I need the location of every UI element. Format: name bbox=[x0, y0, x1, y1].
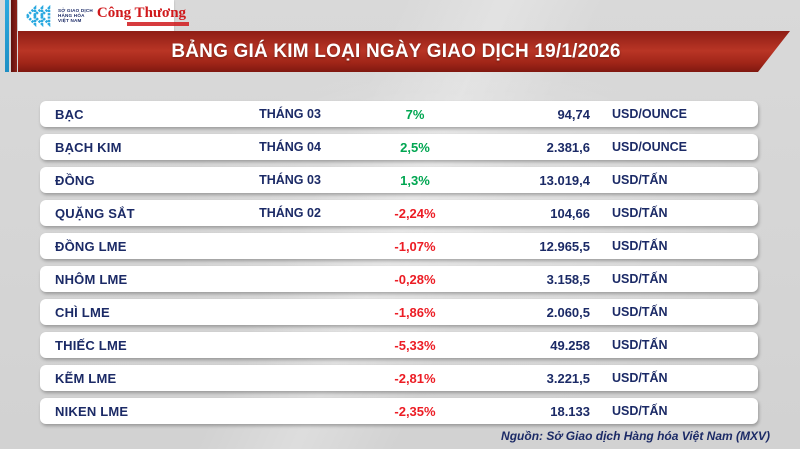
price-unit: USD/TẤN bbox=[612, 206, 668, 220]
percent-change: -2,35% bbox=[394, 403, 436, 419]
source-note: Nguồn: Sở Giao dịch Hàng hóa Việt Nam (M… bbox=[501, 429, 770, 443]
commodity-name: QUẶNG SẮT bbox=[55, 205, 135, 221]
price-value: 2.381,6 bbox=[546, 139, 590, 155]
commodity-name: THIẾC LME bbox=[55, 337, 127, 353]
percent-change: -1,07% bbox=[394, 238, 436, 254]
price-value: 13.019,4 bbox=[539, 172, 590, 188]
table-row: QUẶNG SẮT THÁNG 02 -2,24% 104,66 USD/TẤN bbox=[40, 200, 758, 226]
price-value: 94,74 bbox=[557, 106, 590, 122]
percent-change: -1,86% bbox=[394, 304, 436, 320]
congthuong-logo: Công Thương bbox=[96, 4, 189, 26]
congthuong-logo-bar bbox=[126, 21, 189, 26]
price-value: 18.133 bbox=[550, 403, 590, 419]
price-unit: USD/TẤN bbox=[612, 272, 668, 286]
commodity-name: BẠCH KIM bbox=[55, 139, 122, 155]
table-row: ĐỒNG LME -1,07% 12.965,5 USD/TẤN bbox=[40, 233, 758, 259]
commodity-name: KẼM LME bbox=[55, 370, 117, 386]
table-row: BẠC THÁNG 03 7% 94,74 USD/OUNCE bbox=[40, 101, 758, 127]
contract-month: THÁNG 02 bbox=[259, 206, 321, 220]
congthuong-logo-text: Công Thương bbox=[96, 4, 187, 21]
price-unit: USD/OUNCE bbox=[612, 140, 688, 154]
commodity-name: ĐỒNG bbox=[55, 172, 95, 188]
mxv-logo-text: SỞ GIAO DỊCH HÀNG HÓA VIỆT NAM bbox=[58, 7, 93, 24]
percent-change: -0,28% bbox=[394, 271, 436, 287]
percent-change: 7% bbox=[405, 106, 425, 122]
table-row: KẼM LME -2,81% 3.221,5 USD/TẤN bbox=[40, 365, 758, 391]
percent-change: 2,5% bbox=[400, 139, 430, 155]
price-unit: USD/TẤN bbox=[612, 371, 668, 385]
commodity-name: BẠC bbox=[55, 106, 84, 122]
price-value: 12.965,5 bbox=[539, 238, 590, 254]
percent-change: -5,33% bbox=[394, 337, 436, 353]
table-row: NHÔM LME -0,28% 3.158,5 USD/TẤN bbox=[40, 266, 758, 292]
mxv-logo-icon bbox=[25, 4, 51, 27]
price-table: BẠC THÁNG 03 7% 94,74 USD/OUNCE BẠCH KIM… bbox=[40, 101, 758, 431]
price-unit: USD/TẤN bbox=[612, 239, 668, 253]
price-unit: USD/TẤN bbox=[612, 338, 668, 352]
price-unit: USD/TẤN bbox=[612, 404, 668, 418]
price-unit: USD/TẤN bbox=[612, 305, 668, 319]
commodity-name: NIKEN LME bbox=[55, 403, 129, 419]
price-value: 104,66 bbox=[550, 205, 590, 221]
left-accent-stripe-maroon bbox=[11, 0, 17, 72]
percent-change: 1,3% bbox=[400, 172, 430, 188]
commodity-name: CHÌ LME bbox=[55, 304, 110, 320]
percent-change: -2,24% bbox=[394, 205, 436, 221]
percent-change: -2,81% bbox=[394, 370, 436, 386]
title-banner: BẢNG GIÁ KIM LOẠI NGÀY GIAO DỊCH 19/1/20… bbox=[18, 31, 790, 72]
contract-month: THÁNG 04 bbox=[259, 140, 321, 154]
commodity-name: NHÔM LME bbox=[55, 271, 128, 287]
contract-month: THÁNG 03 bbox=[259, 173, 321, 187]
price-unit: USD/OUNCE bbox=[612, 107, 688, 121]
table-row: BẠCH KIM THÁNG 04 2,5% 2.381,6 USD/OUNCE bbox=[40, 134, 758, 160]
price-value: 3.158,5 bbox=[546, 271, 590, 287]
price-value: 49.258 bbox=[550, 337, 590, 353]
table-row: THIẾC LME -5,33% 49.258 USD/TẤN bbox=[40, 332, 758, 358]
table-row: NIKEN LME -2,35% 18.133 USD/TẤN bbox=[40, 398, 758, 424]
commodity-name: ĐỒNG LME bbox=[55, 238, 127, 254]
left-accent-stripe-cyan bbox=[5, 0, 9, 72]
contract-month: THÁNG 03 bbox=[259, 107, 321, 121]
price-value: 2.060,5 bbox=[546, 304, 590, 320]
price-unit: USD/TẤN bbox=[612, 173, 668, 187]
logo-bar: SỞ GIAO DỊCH HÀNG HÓA VIỆT NAM Công Thươ… bbox=[18, 0, 189, 31]
table-row: ĐỒNG THÁNG 03 1,3% 13.019,4 USD/TẤN bbox=[40, 167, 758, 193]
table-row: CHÌ LME -1,86% 2.060,5 USD/TẤN bbox=[40, 299, 758, 325]
page-title: BẢNG GIÁ KIM LOẠI NGÀY GIAO DỊCH 19/1/20… bbox=[171, 40, 621, 62]
price-value: 3.221,5 bbox=[546, 370, 590, 386]
